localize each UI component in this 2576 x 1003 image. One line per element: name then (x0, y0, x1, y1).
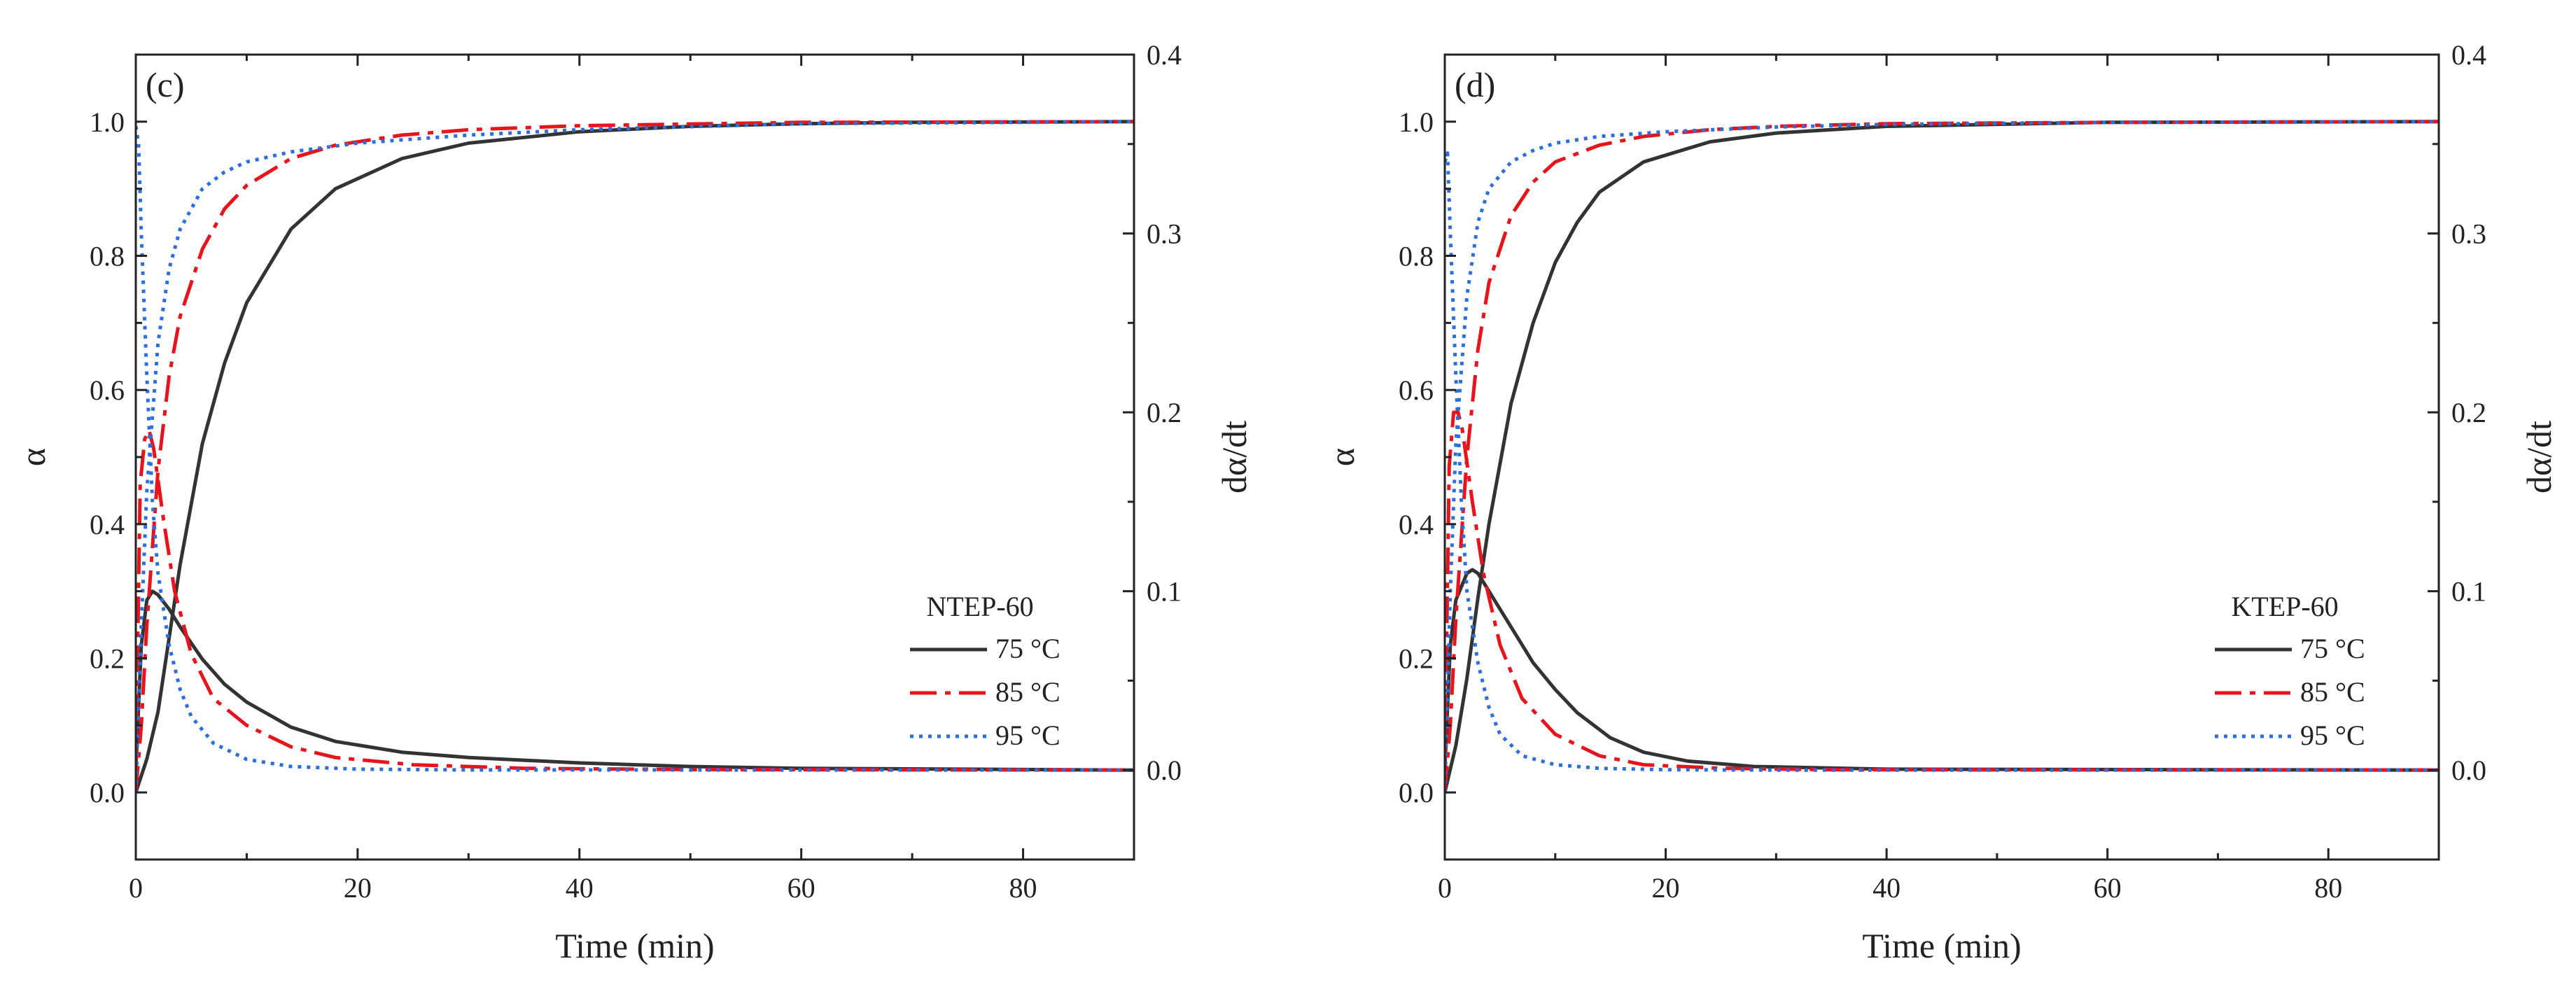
y-tick-label: 0.4 (90, 509, 125, 540)
legend-entry-label: 85 °C (2300, 676, 2365, 708)
plot-frame (134, 53, 1135, 861)
plot-curves (1445, 120, 2439, 793)
x-tick-label: 60 (788, 872, 816, 904)
x-axis-title: Time (min) (1862, 926, 2021, 965)
y-right-tick-label: 0.1 (2451, 576, 2486, 608)
y-tick-label: 0.4 (1399, 509, 1434, 540)
rate-curve-95c (136, 125, 1134, 772)
panel-d: 0 20 40 60 80 0.0 0.2 0.4 0.6 0.8 1.0 0.0 0.1 0.2 0.3 0… (1322, 39, 2558, 965)
y-right-axis-title: dα/dt (1214, 421, 1254, 493)
y-right-tick-label: 0.2 (1147, 397, 1182, 428)
rate-curve-95c (1445, 151, 2439, 772)
y-tick-label: 0.6 (1399, 374, 1434, 406)
y-right-tick-label: 0.0 (2451, 755, 2486, 786)
y-right-axis-title: dα/dt (2519, 421, 2558, 493)
x-axis-title: Time (min) (555, 926, 714, 965)
alpha-curve-95c (136, 120, 1134, 793)
legend-title: KTEP-60 (2231, 591, 2338, 622)
legend-entry-label: 85 °C (995, 676, 1060, 708)
y-tick-label: 0.6 (90, 374, 125, 406)
x-tick-label: 80 (1009, 872, 1037, 904)
x-tick-label: 20 (344, 872, 372, 904)
y-right-tick-label: 0.3 (2451, 218, 2486, 250)
y-tick-label: 0.8 (90, 241, 125, 272)
y-right-tick-label: 0.4 (1147, 39, 1182, 71)
y-right-tick-label: 0.1 (1147, 576, 1182, 608)
x-tick-label: 80 (2314, 872, 2342, 904)
legend-entry-label: 75 °C (2300, 633, 2365, 664)
y-axis-title: α (1322, 448, 1362, 466)
y-right-tick-label: 0.0 (1147, 755, 1182, 786)
rate-curve-85c (136, 428, 1134, 772)
y-tick-label: 0.2 (1399, 643, 1434, 675)
y-axis-title: α (13, 448, 52, 466)
x-tick-label: 20 (1652, 872, 1680, 904)
y-tick-label: 1.0 (1399, 106, 1434, 138)
alpha-curve-75c (1445, 120, 2439, 793)
y-tick-label: 0.2 (90, 643, 125, 675)
panel-c: 0 20 40 60 80 0.0 0.2 0.4 0.6 0.8 1.0 0.0 0.1 0.2 0.3 0… (13, 39, 1254, 965)
y-right-tick-label: 0.4 (2451, 39, 2486, 71)
legend-entry-label: 95 °C (995, 720, 1060, 751)
alpha-curve-85c (136, 120, 1134, 793)
y-right-tick-label: 0.3 (1147, 218, 1182, 250)
rate-curve-85c (1445, 410, 2439, 772)
rate-curve-75c (1445, 568, 2439, 772)
rate-curve-75c (136, 589, 1134, 772)
y-tick-label: 0.0 (90, 777, 125, 808)
y-tick-label: 0.0 (1399, 777, 1434, 808)
x-tick-label: 0 (1438, 872, 1452, 904)
x-tick-label: 40 (1872, 872, 1900, 904)
alpha-curve-95c (1445, 120, 2439, 793)
x-tick-label: 40 (566, 872, 594, 904)
legend-entry-label: 75 °C (995, 633, 1060, 664)
panel-label: (d) (1455, 65, 1495, 104)
legend-title: NTEP-60 (926, 591, 1033, 622)
plot-frame (1443, 53, 2440, 861)
panel-label: (c) (146, 65, 185, 104)
y-tick-label: 0.8 (1399, 241, 1434, 272)
y-right-tick-label: 0.2 (2451, 397, 2486, 428)
y-tick-label: 1.0 (90, 106, 125, 138)
legend-entry-label: 95 °C (2300, 720, 2365, 751)
plot-curves (136, 120, 1134, 793)
x-tick-label: 60 (2094, 872, 2122, 904)
x-tick-label: 0 (129, 872, 143, 904)
